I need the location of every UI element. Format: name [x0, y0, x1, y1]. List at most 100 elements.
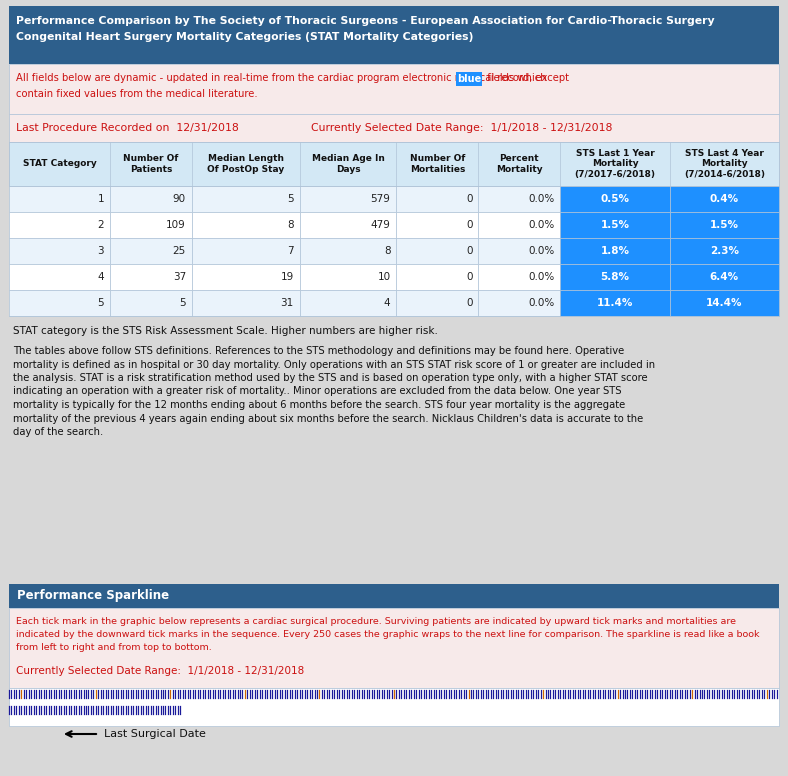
Bar	[478, 264, 560, 290]
Bar	[110, 238, 192, 264]
Text: 0.5%: 0.5%	[600, 194, 630, 204]
Text: 19: 19	[281, 272, 294, 282]
Text: 0: 0	[466, 220, 473, 230]
Text: day of the search.: day of the search.	[13, 427, 103, 437]
Text: 2.3%: 2.3%	[710, 246, 739, 256]
Text: 14.4%: 14.4%	[706, 298, 742, 308]
Text: 0.0%: 0.0%	[528, 194, 555, 204]
Bar	[9, 6, 779, 64]
Text: Each tick mark in the graphic below represents a cardiac surgical procedure. Sur: Each tick mark in the graphic below repr…	[16, 617, 736, 626]
Bar	[478, 186, 560, 212]
Text: 0.4%: 0.4%	[710, 194, 739, 204]
Text: mortality is defined as in hospital or 30 day mortality. Only operations with an: mortality is defined as in hospital or 3…	[13, 359, 655, 369]
Text: STAT Category: STAT Category	[23, 160, 96, 168]
Bar	[9, 264, 110, 290]
Text: STAT category is the STS Risk Assessment Scale. Higher numbers are higher risk.: STAT category is the STS Risk Assessment…	[13, 326, 438, 336]
Text: mortality is typically for the 12 months ending about 6 months before the search: mortality is typically for the 12 months…	[13, 400, 625, 410]
Text: Currently Selected Date Range:  1/1/2018 - 12/31/2018: Currently Selected Date Range: 1/1/2018 …	[16, 666, 304, 676]
Text: 1: 1	[98, 194, 104, 204]
Text: 90: 90	[173, 194, 186, 204]
Bar	[396, 212, 478, 238]
Text: 31: 31	[281, 298, 294, 308]
Text: 1.5%: 1.5%	[600, 220, 630, 230]
Text: 479: 479	[370, 220, 391, 230]
Text: 0: 0	[466, 246, 473, 256]
Bar	[560, 186, 670, 212]
Text: 8: 8	[384, 246, 391, 256]
Text: 5: 5	[180, 298, 186, 308]
Text: Currently Selected Date Range:  1/1/2018 - 12/31/2018: Currently Selected Date Range: 1/1/2018 …	[311, 123, 612, 133]
Text: 3: 3	[98, 246, 104, 256]
Text: Performance Comparison by The Society of Thoracic Surgeons - European Associatio: Performance Comparison by The Society of…	[16, 16, 715, 26]
Bar	[9, 238, 110, 264]
Text: 7: 7	[287, 246, 294, 256]
Bar	[9, 584, 779, 608]
Text: Last Procedure Recorded on  12/31/2018: Last Procedure Recorded on 12/31/2018	[16, 123, 239, 133]
Text: 2: 2	[98, 220, 104, 230]
Text: mortality of the previous 4 years again ending about six months before the searc: mortality of the previous 4 years again …	[13, 414, 643, 424]
Bar	[192, 238, 299, 264]
Text: All fields below are dynamic - updated in real-time from the cardiac program ele: All fields below are dynamic - updated i…	[16, 73, 569, 83]
Text: The tables above follow STS definitions. References to the STS methodology and d: The tables above follow STS definitions.…	[13, 346, 624, 356]
Text: 579: 579	[370, 194, 391, 204]
Bar	[299, 290, 396, 316]
Text: 1.8%: 1.8%	[600, 246, 630, 256]
Bar	[192, 212, 299, 238]
Bar	[560, 238, 670, 264]
Text: 8: 8	[287, 220, 294, 230]
Text: blue: blue	[457, 74, 481, 84]
Bar	[478, 238, 560, 264]
Bar	[9, 186, 110, 212]
Text: 25: 25	[173, 246, 186, 256]
Text: 5: 5	[287, 194, 294, 204]
Bar	[9, 290, 110, 316]
Bar	[396, 186, 478, 212]
Bar	[560, 212, 670, 238]
Bar	[110, 212, 192, 238]
Bar	[396, 264, 478, 290]
Bar	[9, 114, 779, 142]
Bar	[9, 688, 779, 726]
Text: Number Of
Patients: Number Of Patients	[123, 154, 179, 174]
Text: 1.5%: 1.5%	[710, 220, 739, 230]
Bar	[192, 290, 299, 316]
Bar	[670, 186, 779, 212]
Text: 6.4%: 6.4%	[710, 272, 739, 282]
Text: 0.0%: 0.0%	[528, 220, 555, 230]
Bar	[560, 264, 670, 290]
Bar	[299, 212, 396, 238]
Text: indicating an operation with a greater risk of mortality.. Minor operations are : indicating an operation with a greater r…	[13, 386, 622, 397]
Bar	[110, 264, 192, 290]
Text: fields which: fields which	[484, 73, 547, 83]
Text: 5.8%: 5.8%	[600, 272, 630, 282]
Bar	[9, 608, 779, 688]
Bar	[560, 290, 670, 316]
Bar	[396, 238, 478, 264]
Bar	[192, 186, 299, 212]
Text: Congenital Heart Surgery Mortality Categories (STAT Mortality Categories): Congenital Heart Surgery Mortality Categ…	[16, 32, 474, 42]
Text: STS Last 1 Year
Mortality
(7/2017-6/2018): STS Last 1 Year Mortality (7/2017-6/2018…	[574, 149, 656, 179]
Bar	[110, 186, 192, 212]
Text: Percent
Mortality: Percent Mortality	[496, 154, 543, 174]
Text: contain fixed values from the medical literature.: contain fixed values from the medical li…	[16, 89, 258, 99]
Text: 0.0%: 0.0%	[528, 272, 555, 282]
Text: 0.0%: 0.0%	[528, 246, 555, 256]
Bar	[670, 264, 779, 290]
Bar	[396, 290, 478, 316]
Bar	[9, 212, 110, 238]
Text: 37: 37	[173, 272, 186, 282]
Text: Performance Sparkline: Performance Sparkline	[17, 590, 169, 602]
Text: 0: 0	[466, 272, 473, 282]
Text: 11.4%: 11.4%	[597, 298, 634, 308]
Bar	[299, 264, 396, 290]
Text: 5: 5	[98, 298, 104, 308]
Bar	[299, 238, 396, 264]
Text: Last Surgical Date: Last Surgical Date	[104, 729, 206, 739]
Text: Median Length
Of PostOp Stay: Median Length Of PostOp Stay	[207, 154, 284, 174]
Text: 10: 10	[377, 272, 391, 282]
Text: indicated by the downward tick marks in the sequence. Every 250 cases the graphi: indicated by the downward tick marks in …	[16, 630, 760, 639]
Text: Median Age In
Days: Median Age In Days	[311, 154, 385, 174]
Text: Number Of
Mortalities: Number Of Mortalities	[410, 154, 465, 174]
Bar	[670, 212, 779, 238]
Bar	[110, 290, 192, 316]
